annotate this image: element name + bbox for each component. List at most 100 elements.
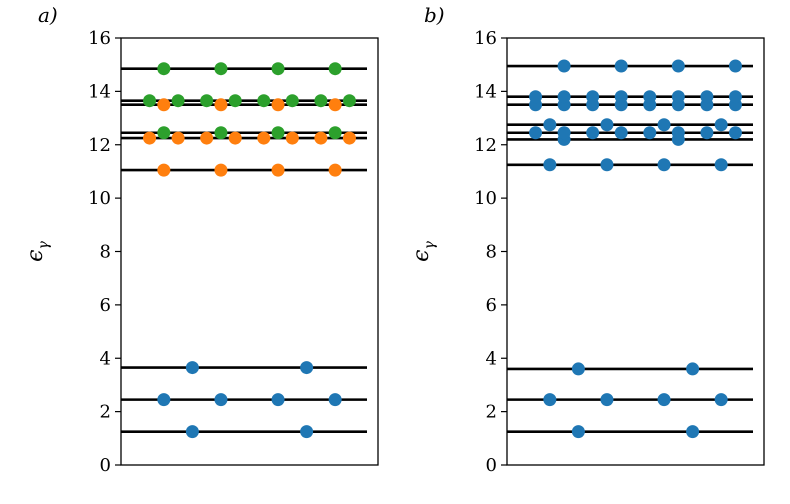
data-point: [228, 94, 242, 108]
data-point: [728, 59, 742, 73]
y-tick-label: 2: [100, 402, 111, 423]
y-tick-label: 10: [474, 188, 497, 209]
data-point: [271, 98, 285, 112]
data-point: [171, 94, 185, 108]
y-axis-label-subscript: γ: [36, 241, 52, 250]
data-point: [214, 126, 228, 140]
y-axis-label: ϵγ: [23, 241, 52, 262]
data-point: [586, 90, 600, 104]
y-tick-label: 6: [486, 295, 497, 316]
data-point: [214, 98, 228, 112]
data-point: [257, 131, 271, 145]
y-tick-label: 2: [486, 402, 497, 423]
data-point: [571, 362, 585, 376]
data-point: [257, 94, 271, 108]
data-point: [314, 94, 328, 108]
data-point: [143, 131, 157, 145]
y-tick-label: 14: [88, 81, 111, 102]
data-point: [643, 90, 657, 104]
y-axis-label: ϵγ: [409, 241, 438, 262]
data-point: [342, 94, 356, 108]
data-point: [285, 94, 299, 108]
data-point: [157, 62, 171, 76]
data-point: [185, 425, 199, 439]
data-point: [686, 362, 700, 376]
y-tick-label: 12: [88, 135, 111, 156]
y-tick-label: 16: [88, 28, 111, 49]
data-point: [586, 126, 600, 140]
y-tick-label: 10: [88, 188, 111, 209]
data-point: [328, 126, 342, 140]
y-tick-label: 14: [474, 81, 497, 102]
y-tick-label: 4: [486, 348, 497, 369]
data-point: [614, 126, 628, 140]
data-point: [728, 90, 742, 104]
data-point: [200, 94, 214, 108]
y-tick-label: 0: [100, 455, 111, 476]
data-point: [714, 158, 728, 172]
data-point: [671, 59, 685, 73]
panel-a: 0 2 4 6 8 10 12 14 16 a) ϵγ: [23, 3, 379, 476]
data-point: [214, 393, 228, 407]
data-point: [529, 90, 543, 104]
data-point: [314, 131, 328, 145]
y-axis-label-subscript: γ: [422, 241, 438, 250]
data-point: [157, 393, 171, 407]
data-point: [671, 126, 685, 140]
data-point: [557, 126, 571, 140]
y-tick-label: 4: [100, 348, 111, 369]
data-point: [271, 62, 285, 76]
data-point: [657, 393, 671, 407]
data-point: [157, 163, 171, 177]
data-point: [700, 126, 714, 140]
data-point: [614, 59, 628, 73]
data-point: [200, 131, 214, 145]
data-point: [714, 393, 728, 407]
panel-label: a): [38, 3, 58, 27]
y-axis-label-symbol: ϵ: [23, 250, 48, 262]
data-point: [342, 131, 356, 145]
data-point: [543, 158, 557, 172]
data-point: [614, 90, 628, 104]
panel-b: 0 2 4 6 8 10 12 14 16 b) ϵγ: [409, 3, 765, 476]
data-point: [157, 126, 171, 140]
data-point: [543, 118, 557, 132]
data-point: [300, 361, 314, 375]
data-point: [529, 126, 543, 140]
y-tick-label: 16: [474, 28, 497, 49]
data-point: [185, 361, 199, 375]
data-point: [600, 118, 614, 132]
data-point: [328, 163, 342, 177]
data-point: [714, 118, 728, 132]
data-point: [143, 94, 157, 108]
data-point: [557, 90, 571, 104]
panel-label: b): [424, 3, 445, 27]
data-point: [543, 393, 557, 407]
data-point: [728, 126, 742, 140]
data-point: [600, 393, 614, 407]
data-point: [657, 158, 671, 172]
data-point: [285, 131, 299, 145]
data-point: [643, 126, 657, 140]
y-axis-label-symbol: ϵ: [409, 250, 434, 262]
data-point: [214, 62, 228, 76]
data-point: [214, 163, 228, 177]
data-point: [328, 393, 342, 407]
data-point: [657, 118, 671, 132]
data-point: [600, 158, 614, 172]
data-point: [571, 425, 585, 439]
data-point: [686, 425, 700, 439]
y-tick-label: 12: [474, 135, 497, 156]
data-point: [300, 425, 314, 439]
data-point: [557, 59, 571, 73]
y-tick-label: 8: [100, 242, 111, 263]
data-point: [228, 131, 242, 145]
data-point: [271, 163, 285, 177]
data-point: [271, 393, 285, 407]
y-tick-label: 6: [100, 295, 111, 316]
data-point: [271, 126, 285, 140]
data-point: [700, 90, 714, 104]
y-tick-label: 0: [486, 455, 497, 476]
data-point: [328, 62, 342, 76]
